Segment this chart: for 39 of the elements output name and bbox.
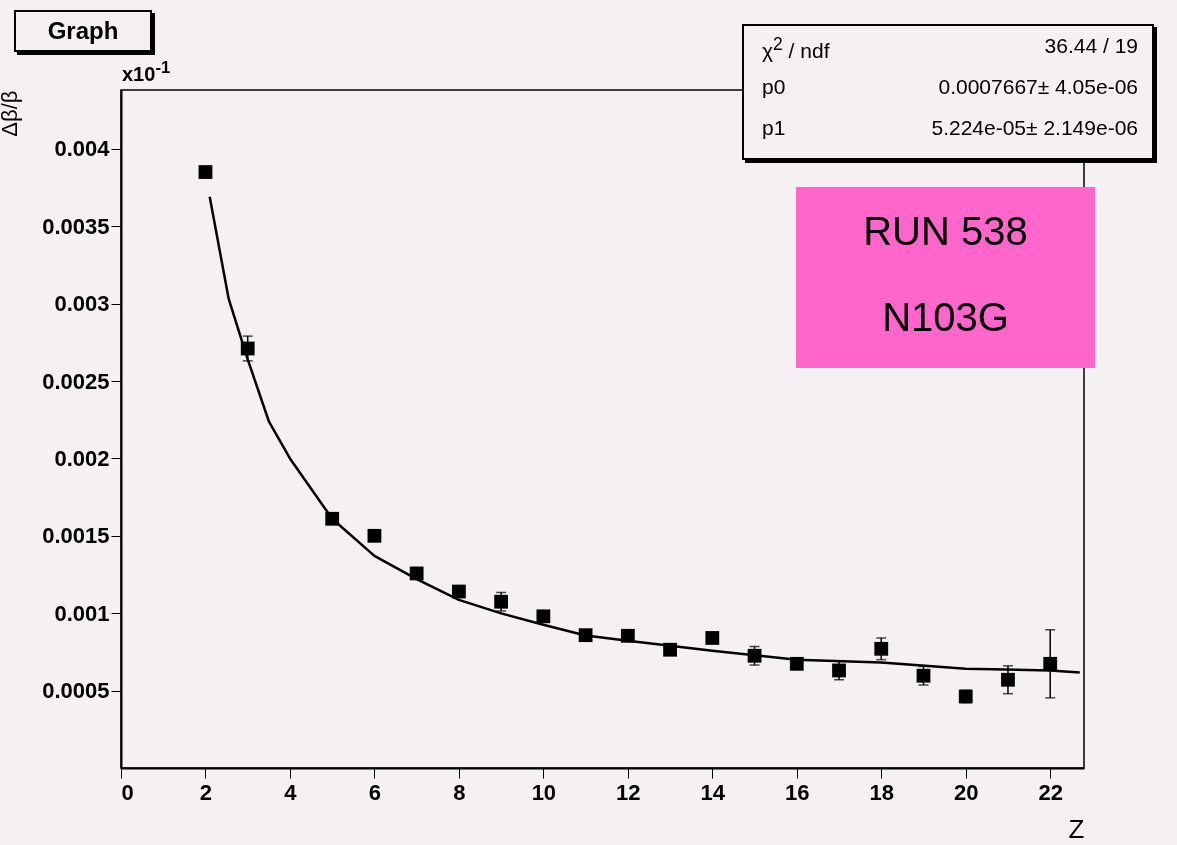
y-axis-title: Δβ/β — [0, 90, 22, 137]
annotation: p0 — [762, 75, 786, 99]
x-tick-label: 6 — [368, 779, 382, 805]
annotation: p1 — [762, 116, 786, 140]
x-tick-label: 10 — [531, 779, 557, 805]
x-axis-title: Z — [1068, 813, 1085, 844]
annotation: 5.224e-05± 2.149e-06 — [931, 116, 1138, 140]
annotation: 0.0007667± 4.05e-06 — [938, 75, 1138, 99]
annotation: RUN 538 — [862, 209, 1029, 254]
point — [536, 609, 551, 624]
y-tick-label: 0.0005 — [42, 678, 110, 704]
annotation: N103G — [881, 295, 1010, 340]
point — [367, 528, 382, 543]
x-tick-label: 4 — [284, 779, 298, 805]
point — [452, 584, 466, 599]
x-tick-label: 8 — [453, 779, 466, 805]
x-tick-label: 20 — [953, 779, 979, 805]
y-tick-label: 0.003 — [54, 291, 110, 317]
label-panel: RUN 538 N103G — [796, 187, 1095, 368]
x-tick-label: 14 — [700, 779, 726, 805]
point — [198, 165, 213, 179]
x-tick-label: 16 — [785, 779, 810, 805]
point — [874, 641, 889, 656]
x-tick-label: 0 — [121, 779, 134, 805]
x-tick-label: 12 — [616, 779, 641, 805]
text: 36.44 / 19 — [1044, 34, 1138, 57]
x-tick-label: 18 — [869, 779, 895, 805]
y-tick-label: 0.0025 — [42, 368, 110, 394]
title-frame: Graph — [14, 10, 152, 52]
y-tick-label: 0.0035 — [42, 213, 110, 239]
y-tick-label: 0.002 — [54, 445, 110, 471]
y-tick-label: 0.001 — [54, 600, 110, 626]
y-tick-label: 0.004 — [54, 136, 111, 162]
point — [705, 631, 720, 645]
x-tick-label: 2 — [199, 779, 213, 805]
x-tick-label: 22 — [1038, 779, 1063, 805]
text: χ$^{2}$ / ndf — [762, 34, 830, 62]
y-tick-label: 0.0015 — [42, 523, 110, 549]
text: x10$^{-1}$ — [122, 58, 171, 86]
